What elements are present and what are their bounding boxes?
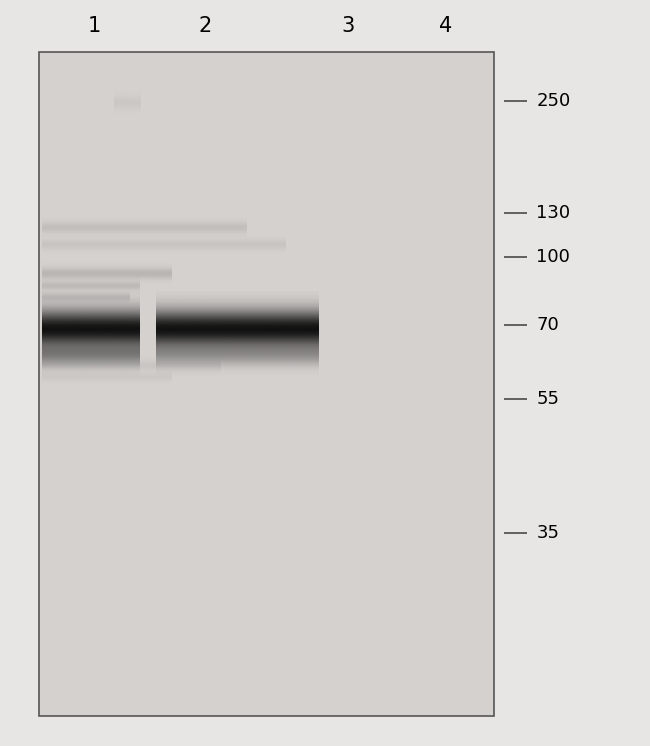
Text: 3: 3 [341,16,354,36]
Text: 130: 130 [536,204,571,222]
Text: 35: 35 [536,524,559,542]
Text: 4: 4 [439,16,452,36]
Text: 2: 2 [198,16,211,36]
Text: 1: 1 [88,16,101,36]
Text: 100: 100 [536,248,570,266]
Text: 250: 250 [536,92,571,110]
Text: 55: 55 [536,390,559,408]
Bar [39,52,494,716]
Text: 70: 70 [536,316,559,333]
